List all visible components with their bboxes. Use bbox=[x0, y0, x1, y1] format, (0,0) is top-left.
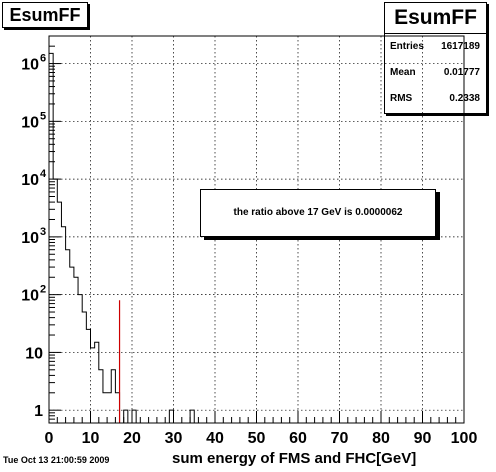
x-tick-label: 90 bbox=[414, 430, 432, 447]
y-tick-label: 10 bbox=[21, 230, 39, 247]
y-tick-label: 10 bbox=[21, 288, 39, 305]
y-tick-label: 10 bbox=[25, 345, 43, 362]
stats-value: 0.01777 bbox=[443, 67, 480, 78]
histogram-bin bbox=[103, 393, 107, 423]
histogram-bin bbox=[99, 370, 103, 423]
y-tick-exponent: 4 bbox=[40, 168, 47, 180]
x-tick-label: 70 bbox=[331, 430, 349, 447]
stats-title: EsumFF bbox=[385, 3, 486, 34]
histogram-bin bbox=[82, 312, 86, 423]
histogram-bin bbox=[86, 329, 90, 423]
stats-row-mean: Mean 0.01777 bbox=[385, 60, 486, 86]
histogram-bin bbox=[111, 370, 115, 423]
x-tick-label: 10 bbox=[82, 430, 100, 447]
histogram-outline bbox=[48, 52, 199, 424]
stats-row-entries: Entries 1617189 bbox=[385, 34, 486, 60]
stats-box: EsumFF Entries 1617189 Mean 0.01777 RMS … bbox=[384, 2, 487, 114]
x-tick-label: 60 bbox=[289, 430, 307, 447]
histogram-bin bbox=[78, 295, 82, 423]
histogram-bin bbox=[66, 250, 70, 423]
timestamp: Tue Oct 13 21:00:59 2009 bbox=[3, 455, 110, 465]
ratio-annotation: the ratio above 17 GeV is 0.0000062 bbox=[200, 189, 436, 237]
histogram-bin bbox=[57, 202, 61, 423]
x-tick-label: 100 bbox=[451, 430, 478, 447]
x-tick-label: 0 bbox=[45, 430, 54, 447]
x-tick-label: 50 bbox=[248, 430, 266, 447]
y-tick-exponent: 2 bbox=[40, 284, 46, 296]
x-tick-label: 40 bbox=[206, 430, 224, 447]
histogram-title: EsumFF bbox=[2, 2, 88, 28]
y-tick-label: 10 bbox=[21, 57, 39, 74]
stats-label: RMS bbox=[390, 93, 413, 104]
histogram-bin bbox=[95, 342, 99, 423]
histogram-bin bbox=[190, 410, 194, 423]
histogram-bin bbox=[74, 277, 78, 423]
x-axis-title: sum energy of FMS and FHC[GeV] bbox=[172, 450, 417, 467]
x-tick-label: 20 bbox=[123, 430, 141, 447]
axis-layer bbox=[48, 35, 465, 424]
y-tick-label: 1 bbox=[34, 403, 43, 420]
y-tick-exponent: 6 bbox=[40, 53, 46, 65]
stats-label: Entries bbox=[390, 41, 424, 52]
stats-row-rms: RMS 0.2338 bbox=[385, 86, 486, 112]
x-tick-label: 80 bbox=[372, 430, 390, 447]
histogram-bin bbox=[91, 348, 95, 423]
histogram-bin bbox=[132, 410, 136, 423]
histogram-bin bbox=[53, 179, 57, 423]
histogram-bin bbox=[61, 227, 65, 423]
histogram-layer bbox=[48, 52, 199, 424]
x-tick-label: 30 bbox=[165, 430, 183, 447]
y-tick-exponent: 3 bbox=[40, 226, 46, 238]
y-tick-exponent: 5 bbox=[40, 110, 46, 122]
histogram-bin bbox=[49, 53, 53, 423]
stats-value: 0.2338 bbox=[449, 93, 480, 104]
histogram-bin bbox=[169, 410, 173, 423]
histogram-bin bbox=[70, 267, 74, 423]
histogram-bin bbox=[115, 393, 119, 423]
y-tick-label: 10 bbox=[21, 172, 39, 189]
stats-value: 1617189 bbox=[441, 41, 480, 52]
histogram-bin bbox=[107, 393, 111, 423]
y-tick-label: 10 bbox=[21, 114, 39, 131]
stats-label: Mean bbox=[390, 67, 416, 78]
histogram-bin bbox=[124, 410, 128, 423]
